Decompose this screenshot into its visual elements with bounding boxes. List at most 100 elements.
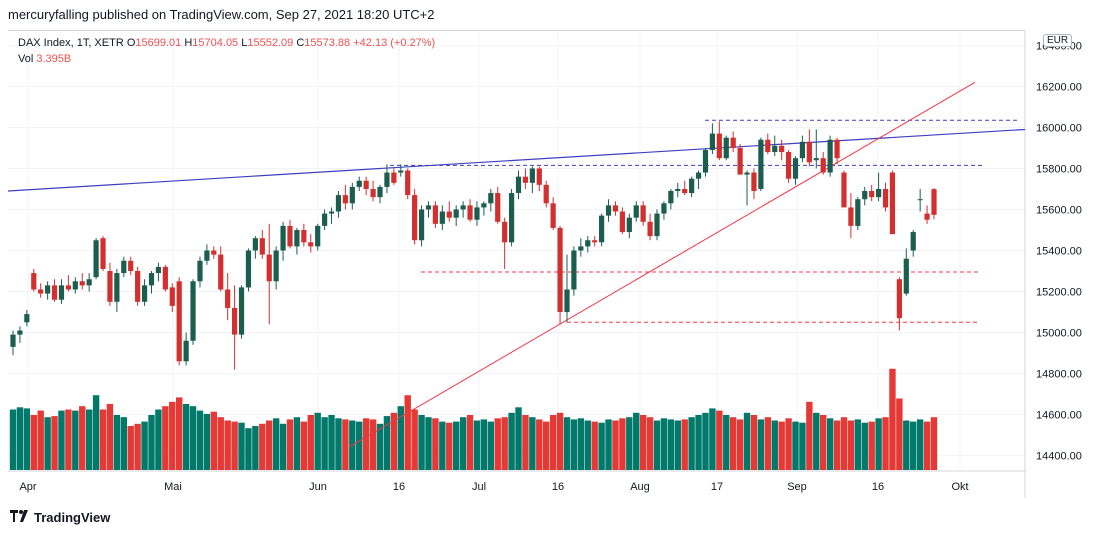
x-tick-label: Jul xyxy=(472,481,486,493)
volume-bar xyxy=(314,412,321,470)
candle-body xyxy=(592,240,598,243)
volume-bar xyxy=(272,418,280,470)
volume-bar xyxy=(861,422,868,470)
volume-bar xyxy=(300,421,308,470)
x-tick-label: Okt xyxy=(951,481,968,493)
candle-body xyxy=(128,260,134,272)
candle-body xyxy=(51,285,58,300)
volume-bar xyxy=(750,415,758,470)
volume-bar xyxy=(570,419,578,470)
candle-body xyxy=(93,240,99,278)
volume-bar xyxy=(806,401,813,470)
volume-bar xyxy=(868,421,875,470)
chart-frame[interactable] xyxy=(8,30,1025,499)
candle-body xyxy=(377,186,383,198)
volume-bar xyxy=(245,428,252,470)
candle-body xyxy=(273,250,279,282)
volume-bar xyxy=(134,423,141,470)
candle-body xyxy=(848,207,854,226)
candle-body xyxy=(322,213,328,226)
y-tick-label: 15600.00 xyxy=(1036,204,1082,216)
candle-body xyxy=(675,188,681,192)
candle-body xyxy=(550,203,556,228)
y-tick-label: 15200.00 xyxy=(1036,287,1082,299)
legend-volume-label: Vol xyxy=(18,53,34,65)
candle-body xyxy=(758,139,764,189)
volume-bar xyxy=(723,415,730,470)
candle-body xyxy=(121,260,127,274)
candle-body xyxy=(744,172,750,175)
y-tick-label: 16200.00 xyxy=(1036,81,1082,93)
candle-body xyxy=(841,172,847,208)
candle-body xyxy=(751,172,757,192)
volume-bar xyxy=(896,398,903,470)
candle-body xyxy=(529,168,535,183)
candle-body xyxy=(730,137,736,148)
volume-bar xyxy=(473,420,481,470)
candle-body xyxy=(370,188,376,198)
volume-bar xyxy=(702,412,709,470)
volume-bar xyxy=(480,419,488,470)
volume-bar xyxy=(854,419,862,470)
volume-bar xyxy=(328,415,335,470)
volume-bar xyxy=(16,407,24,470)
volume-bar xyxy=(404,395,411,470)
y-tick-label: 16000.00 xyxy=(1036,122,1082,134)
candle-body xyxy=(135,271,141,302)
candle-body xyxy=(695,172,702,179)
volume-bar xyxy=(44,417,51,470)
candle-body xyxy=(682,188,688,194)
candle-body xyxy=(515,176,522,194)
volume-bar xyxy=(778,421,785,470)
candle-body xyxy=(141,285,148,302)
volume-bar xyxy=(639,415,647,470)
candle-body xyxy=(460,205,466,210)
candle-body xyxy=(536,168,542,185)
candle-body xyxy=(910,232,916,251)
candle-body xyxy=(384,172,390,187)
candle-body xyxy=(772,145,778,153)
volume-bar xyxy=(321,417,328,470)
volume-bar xyxy=(536,419,543,470)
candle-body xyxy=(862,191,868,200)
volume-bar xyxy=(826,418,834,470)
candle-body xyxy=(204,250,210,261)
volume-bar xyxy=(266,420,273,470)
volume-bar xyxy=(286,419,294,470)
candle-body xyxy=(79,281,85,286)
candle-body xyxy=(218,254,224,290)
candle-body xyxy=(495,193,501,222)
volume-bar xyxy=(99,409,107,470)
volume-bar xyxy=(674,420,681,470)
volume-bar xyxy=(293,417,301,470)
candle-body xyxy=(155,266,162,274)
volume-bar xyxy=(30,415,37,470)
candle-body xyxy=(661,203,667,214)
currency-badge[interactable]: EUR xyxy=(1043,34,1073,47)
volume-bar xyxy=(141,421,148,470)
volume-bar xyxy=(889,368,896,470)
candle-body xyxy=(439,211,445,224)
candle-body xyxy=(328,211,335,214)
candle-body xyxy=(335,195,342,212)
candle-body xyxy=(855,199,861,226)
candle-body xyxy=(238,287,245,335)
volume-bar xyxy=(120,417,127,470)
candle-body xyxy=(737,147,743,175)
volume-bar xyxy=(210,411,218,470)
volume-bar xyxy=(196,410,204,470)
candle-body xyxy=(876,188,882,198)
candle-body xyxy=(114,273,120,302)
candle-body xyxy=(716,133,722,159)
footer-brand[interactable]: TradingView xyxy=(10,509,110,525)
volume-bar xyxy=(148,415,155,470)
candle-body xyxy=(432,205,439,224)
volume-bar xyxy=(681,419,688,470)
legend-close-label: C xyxy=(296,37,305,49)
volume-bar xyxy=(584,420,591,470)
volume-bar xyxy=(376,423,384,470)
y-tick-label: 14800.00 xyxy=(1036,369,1082,381)
volume-bar xyxy=(162,406,169,470)
candle-body xyxy=(72,281,78,290)
